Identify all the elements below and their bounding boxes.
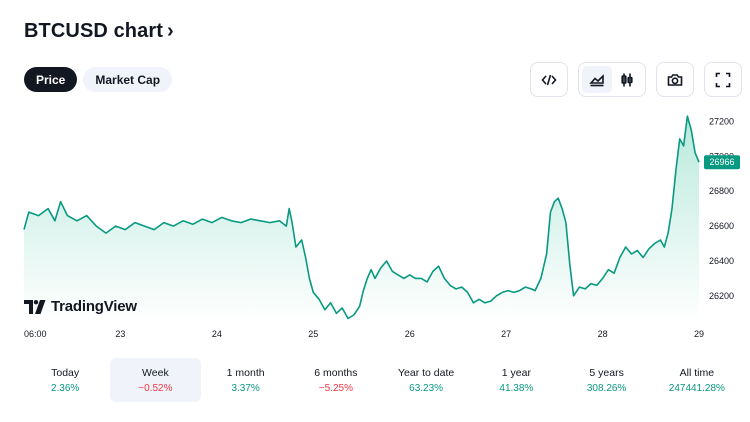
page-title: BTCUSD chart xyxy=(24,20,163,42)
y-tick-label: 26600 xyxy=(709,221,734,231)
perf-value: 63.23% xyxy=(409,382,444,394)
perf-value: 308.26% xyxy=(586,382,627,394)
perf-1-month[interactable]: 1 month 3.37% xyxy=(201,358,291,402)
last-price-label: 26966 xyxy=(709,157,734,167)
chart-toolbar xyxy=(530,62,742,97)
chart-mode-tabs: Price Market Cap xyxy=(24,67,173,92)
tab-market-cap[interactable]: Market Cap xyxy=(83,67,173,92)
perf-value: 247441.28% xyxy=(668,382,725,394)
perf-year-to-date[interactable]: Year to date 63.23% xyxy=(381,358,471,402)
brand-name: TradingView xyxy=(51,298,137,315)
perf-label: Week xyxy=(142,366,169,379)
perf-1-year[interactable]: 1 year 41.38% xyxy=(471,358,561,402)
perf-label: Year to date xyxy=(398,366,455,379)
snapshot-button[interactable] xyxy=(660,66,690,93)
chart-title-link[interactable]: BTCUSD chart › xyxy=(24,20,174,43)
x-tick-label: 23 xyxy=(115,329,125,339)
perf-all-time[interactable]: All time 247441.28% xyxy=(652,358,742,402)
perf-label: 1 year xyxy=(501,366,531,379)
fullscreen-icon xyxy=(715,72,731,87)
performance-bar: Today 2.36% Week −0.52% 1 month 3.37% 6 … xyxy=(20,358,742,402)
area-chart-icon xyxy=(589,73,604,86)
y-tick-label: 26400 xyxy=(709,256,734,266)
x-tick-label: 06:00 xyxy=(24,329,47,339)
embed-code-icon xyxy=(541,74,557,85)
last-price-badge xyxy=(704,155,740,170)
perf-label: All time xyxy=(679,366,715,379)
tradingview-logo[interactable]: TradingView xyxy=(24,298,137,315)
y-tick-label: 27200 xyxy=(709,116,734,126)
perf-value: 2.36% xyxy=(50,382,80,394)
price-chart[interactable]: 262002640026600268002700027200 06:002324… xyxy=(0,100,750,345)
embed-group xyxy=(530,62,568,97)
perf-week[interactable]: Week −0.52% xyxy=(110,358,201,402)
candles-button[interactable] xyxy=(612,66,642,93)
candles-icon xyxy=(621,73,633,86)
chevron-right-icon: › xyxy=(167,20,174,42)
tab-price[interactable]: Price xyxy=(24,67,78,92)
chart-style-group xyxy=(578,62,646,97)
perf-value: 41.38% xyxy=(499,382,534,394)
tradingview-mark-icon xyxy=(24,299,46,314)
fullscreen-button[interactable] xyxy=(708,66,738,93)
area-chart-button[interactable] xyxy=(582,66,612,93)
perf-value: 3.37% xyxy=(231,382,260,394)
perf-label: Today xyxy=(51,366,80,379)
camera-icon xyxy=(667,73,683,86)
perf-label: 5 years xyxy=(589,366,624,379)
x-tick-label: 26 xyxy=(405,329,415,339)
x-tick-label: 24 xyxy=(212,329,222,339)
embed-code-button[interactable] xyxy=(534,66,564,93)
perf-label: 1 month xyxy=(226,366,265,379)
x-tick-label: 28 xyxy=(598,329,608,339)
x-tick-label: 25 xyxy=(308,329,318,339)
x-tick-label: 29 xyxy=(694,329,704,339)
x-tick-label: 27 xyxy=(501,329,511,339)
fullscreen-group xyxy=(704,62,742,97)
y-tick-label: 26800 xyxy=(709,186,734,196)
perf-5-years[interactable]: 5 years 308.26% xyxy=(562,358,652,402)
perf-today[interactable]: Today 2.36% xyxy=(20,358,110,402)
perf-label: 6 months xyxy=(314,366,358,379)
price-line xyxy=(23,115,700,320)
perf-value: −0.52% xyxy=(138,382,173,394)
y-tick-label: 26200 xyxy=(709,291,734,301)
perf-value: −5.25% xyxy=(318,382,353,394)
perf-6-months[interactable]: 6 months −5.25% xyxy=(291,358,381,402)
price-area-fill xyxy=(24,116,699,322)
snapshot-group xyxy=(656,62,694,97)
